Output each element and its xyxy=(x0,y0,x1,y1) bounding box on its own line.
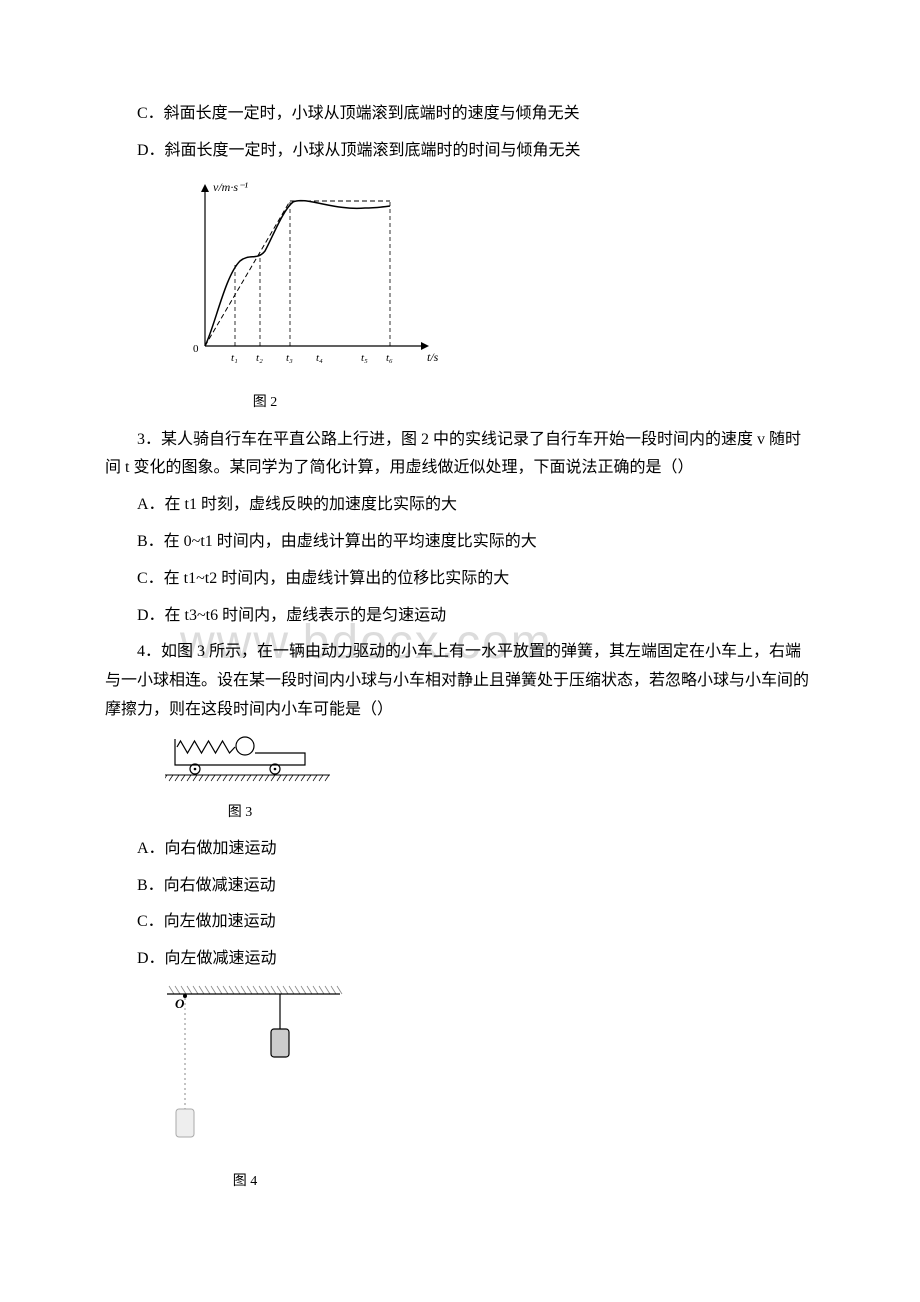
svg-text:t₃: t₃ xyxy=(286,352,293,364)
figure-3-caption: 图 3 xyxy=(165,800,315,825)
q3-option-b: B．在 0~t1 时间内，由虚线计算出的平均速度比实际的大 xyxy=(105,528,815,557)
figure-4-caption: 图 4 xyxy=(165,1169,325,1194)
page-content: C．斜面长度一定时，小球从顶端滚到底端时的速度与倾角无关 D．斜面长度一定时，小… xyxy=(105,100,815,1194)
figure-4: O 图 4 xyxy=(165,984,815,1194)
figure-3: 图 3 xyxy=(165,735,815,825)
q3-option-c: C．在 t1~t2 时间内，由虚线计算出的位移比实际的大 xyxy=(105,565,815,594)
svg-text:t/s: t/s xyxy=(427,350,439,364)
q4-stem: 4．如图 3 所示，在一辆由动力驱动的小车上有一水平放置的弹簧，其左端固定在小车… xyxy=(105,638,815,724)
q4-option-d: D．向左做减速运动 xyxy=(105,945,815,974)
q4-option-a: A．向右做加速运动 xyxy=(105,835,815,864)
svg-text:t₅: t₅ xyxy=(361,352,368,364)
svg-text:t₂: t₂ xyxy=(256,352,263,364)
q3-option-a: A．在 t1 时刻，虚线反映的加速度比实际的大 xyxy=(105,491,815,520)
svg-text:t₆: t₆ xyxy=(386,352,393,364)
q3-option-d: D．在 t3~t6 时间内，虚线表示的是匀速运动 xyxy=(105,602,815,631)
q4-option-b: B．向右做减速运动 xyxy=(105,872,815,901)
svg-text:O: O xyxy=(175,996,185,1011)
svg-text:v/m·s⁻¹: v/m·s⁻¹ xyxy=(213,180,248,194)
q4-option-c: C．向左做加速运动 xyxy=(105,908,815,937)
q2-option-d: D．斜面长度一定时，小球从顶端滚到底端时的时间与倾角无关 xyxy=(105,137,815,166)
figure-2-caption: 图 2 xyxy=(165,390,365,415)
svg-text:t₄: t₄ xyxy=(316,352,323,364)
q3-stem: 3．某人骑自行车在平直公路上行进，图 2 中的实线记录了自行车开始一段时间内的速… xyxy=(105,426,815,484)
svg-text:t₁: t₁ xyxy=(231,352,238,364)
q2-option-c: C．斜面长度一定时，小球从顶端滚到底端时的速度与倾角无关 xyxy=(105,100,815,129)
figure-2: v/m·s⁻¹ t/s 0 t₁ t₂ t₃ t₄ t₅ t₆ 图 2 xyxy=(165,176,815,416)
svg-text:0: 0 xyxy=(193,343,199,355)
